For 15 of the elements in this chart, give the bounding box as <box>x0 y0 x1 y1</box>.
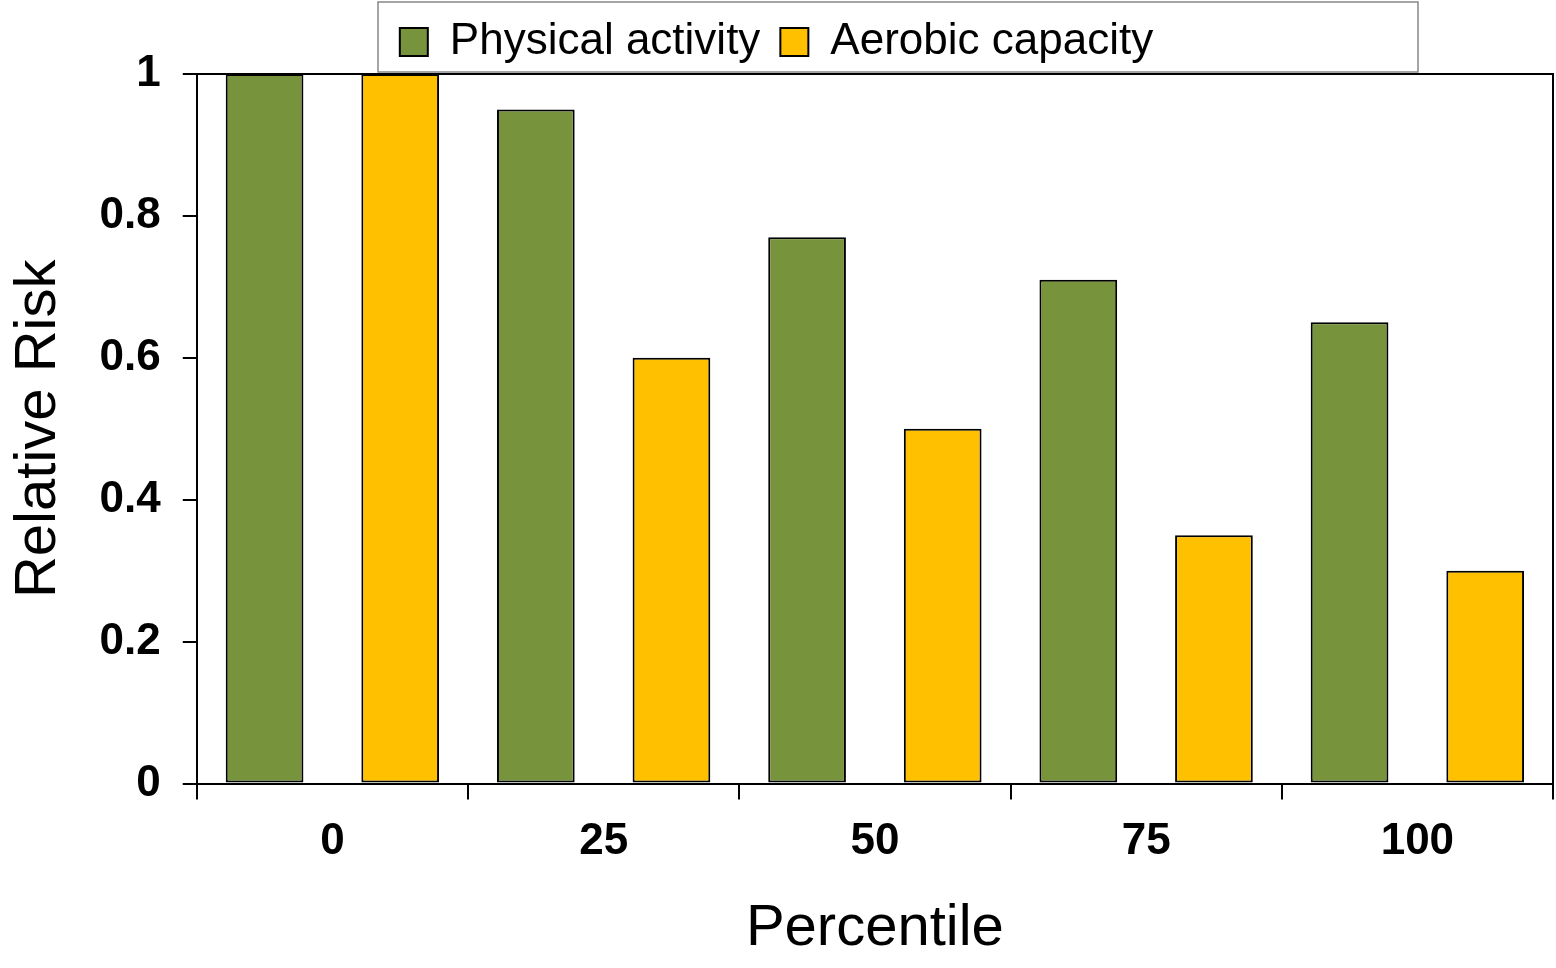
x-tick-label: 25 <box>579 814 629 864</box>
legend-label: Aerobic capacity <box>830 14 1154 64</box>
x-tick-label: 75 <box>1121 814 1171 864</box>
y-tick-label: 0 <box>136 755 161 805</box>
legend-label: Physical activity <box>449 14 761 64</box>
x-tick-label: 100 <box>1380 814 1455 864</box>
x-tick-label: 0 <box>320 814 345 864</box>
x-tick-label: 50 <box>850 814 900 864</box>
y-tick-label: 0.4 <box>99 471 162 521</box>
y-axis-title: Relative Risk <box>1 258 67 599</box>
x-axis-title: Percentile <box>745 892 1004 958</box>
y-tick-label: 1 <box>136 46 161 96</box>
y-tick-label: 0.6 <box>99 329 161 379</box>
y-tick-label: 0.2 <box>99 613 161 663</box>
y-tick-label: 0.8 <box>99 188 161 238</box>
